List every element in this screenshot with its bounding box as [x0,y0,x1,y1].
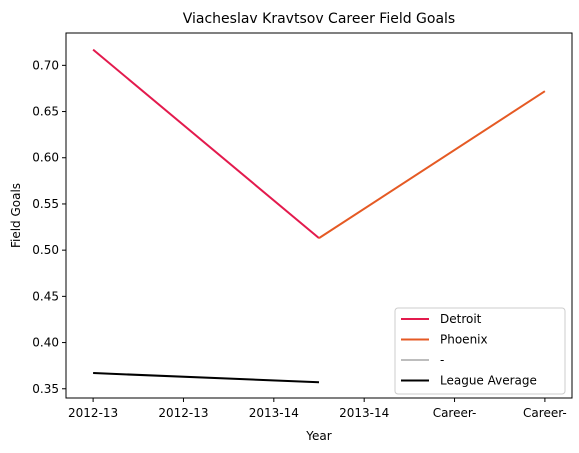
legend-entry: League Average [440,374,537,388]
y-tick-label: 0.35 [32,382,59,396]
x-tick-label: 2013-14 [249,406,299,420]
x-axis-label: Year [305,429,331,443]
x-axis: 2012-13 2012-13 2013-14 2013-14 Career- Caree… [68,398,567,420]
y-tick-label: 0.55 [32,197,59,211]
series-line [318,90,546,239]
x-tick-label: 2012-13 [158,406,208,420]
legend-entry: - [440,353,444,367]
y-tick-label: 0.45 [32,289,59,303]
x-tick-label: 2013-14 [339,406,389,420]
legend-box [394,307,566,395]
x-tick-label: 2012-13 [68,406,118,420]
x-tick-label: Career- [523,406,567,420]
legend: Detroit Phoenix - League Average [394,307,566,395]
series-line [93,372,320,384]
y-tick-label: 0.65 [32,105,59,119]
y-axis-label: Field Goals [9,183,23,248]
series-line [92,48,320,239]
legend-entry: Detroit [440,312,482,326]
x-tick-label: Career- [433,406,477,420]
y-tick-label: 0.40 [32,336,59,350]
legend-entry: Phoenix [440,333,488,347]
y-tick-label: 0.60 [32,151,59,165]
plot-area [65,32,573,399]
y-axis: 0.35 0.40 0.45 0.50 0.55 0.60 0.65 0.70 [32,58,66,396]
y-tick-label: 0.70 [32,58,59,72]
chart-title: Viacheslav Kravtsov Career Field Goals [183,11,455,27]
plot-frame [65,32,573,399]
y-tick-label: 0.50 [32,243,59,257]
